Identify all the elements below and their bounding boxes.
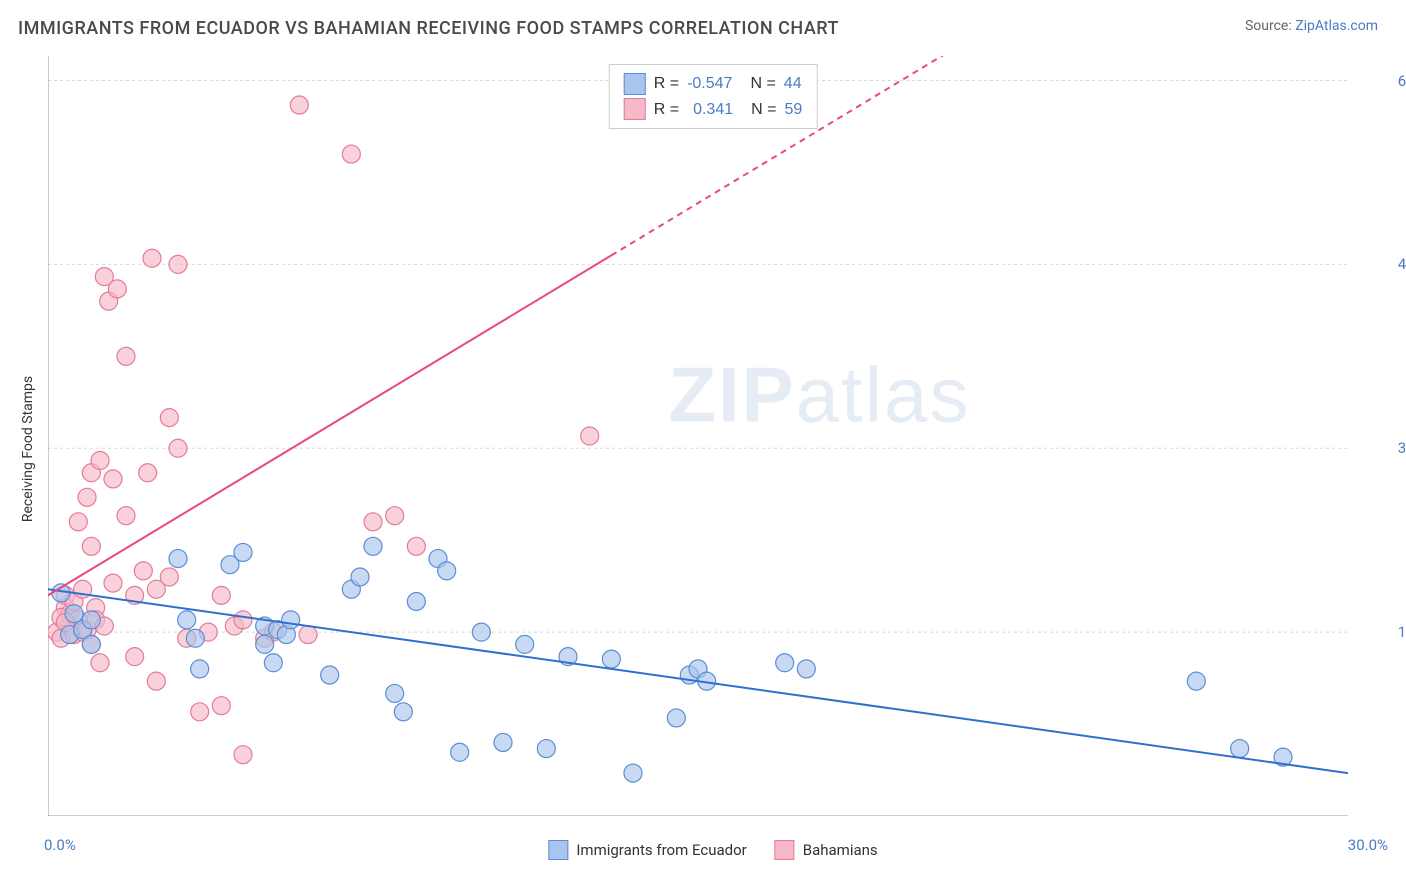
ytick: 15.0% [1398,623,1406,641]
legend-item-bahamians: Bahamians [775,840,878,860]
chart-header: IMMIGRANTS FROM ECUADOR VS BAHAMIAN RECE… [0,0,1406,49]
ytick: 60.0% [1398,72,1406,90]
corr-row-ecuador: R = -0.547 N = 44 [624,71,803,97]
y-axis-label: Receiving Food Stamps [20,376,36,522]
ytick: 30.0% [1398,439,1406,457]
chart-title: IMMIGRANTS FROM ECUADOR VS BAHAMIAN RECE… [18,18,839,39]
source-attribution: Source: ZipAtlas.com [1245,18,1378,34]
swatch-ecuador-bottom [548,840,568,860]
legend-bottom: Immigrants from Ecuador Bahamians [548,840,877,860]
swatch-bahamians [624,98,646,120]
scatter-plot [48,56,1348,816]
legend-item-ecuador: Immigrants from Ecuador [548,840,746,860]
ytick: 45.0% [1398,255,1406,273]
source-link[interactable]: ZipAtlas.com [1295,18,1378,34]
corr-row-bahamians: R = 0.341 N = 59 [624,97,803,123]
swatch-bahamians-bottom [775,840,795,860]
xtick-max: 30.0% [1348,836,1388,854]
chart-area: Receiving Food Stamps ZIPatlas R = -0.54… [48,56,1378,826]
correlation-legend: R = -0.547 N = 44 R = 0.341 N = 59 [609,64,818,129]
swatch-ecuador [624,73,646,95]
xtick-min: 0.0% [44,836,76,854]
